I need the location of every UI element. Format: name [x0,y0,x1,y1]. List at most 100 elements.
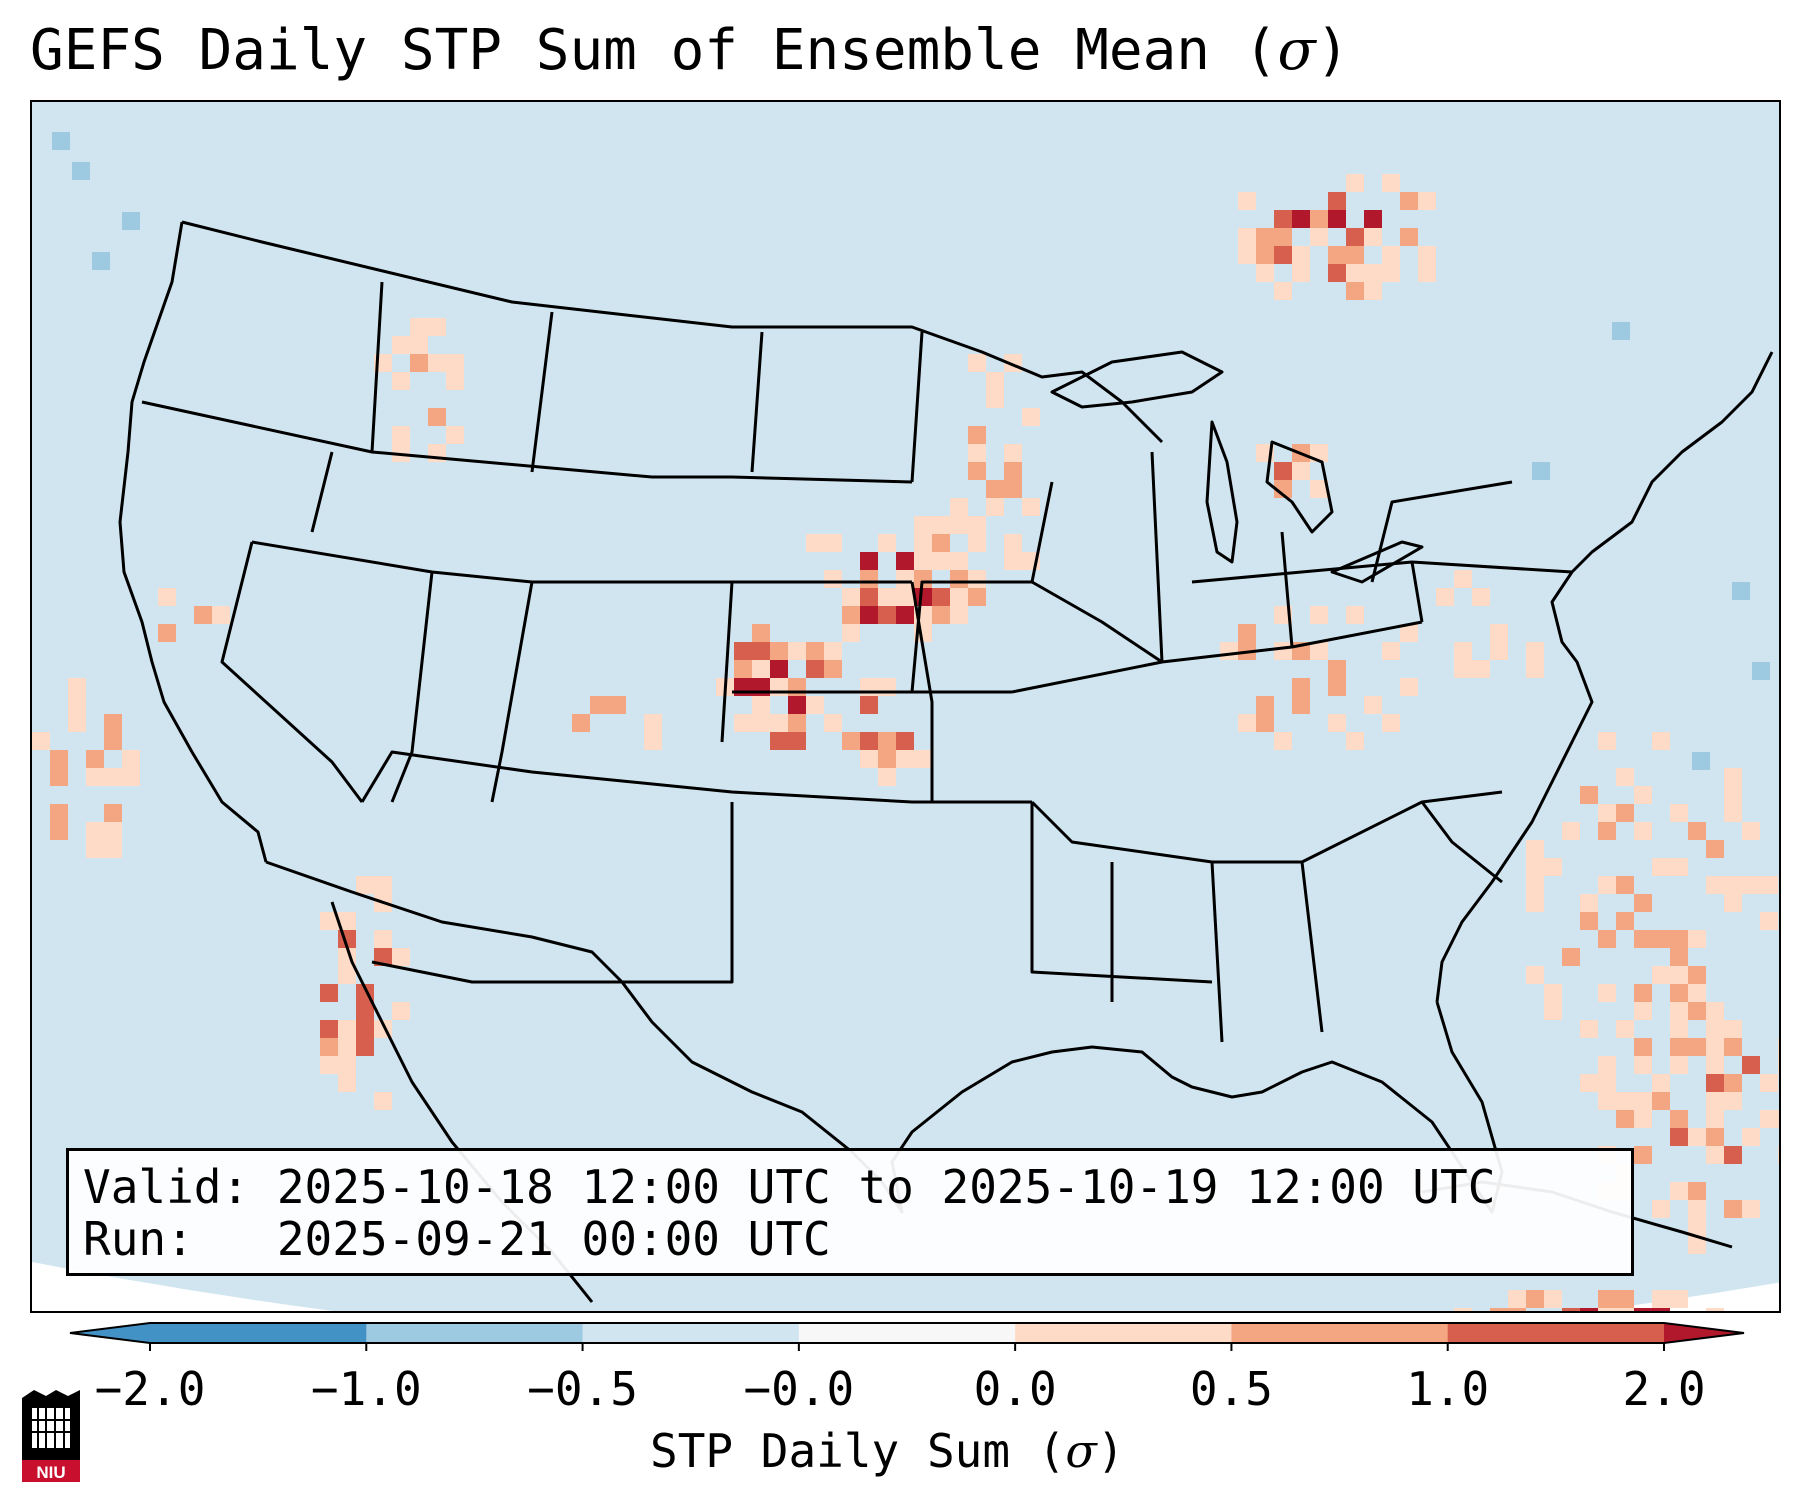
anomaly-cell [1364,264,1382,282]
anomaly-cell [104,732,122,750]
anomaly-cell [1634,1110,1652,1128]
anomaly-cell [50,804,68,822]
anomaly-cell [1004,462,1022,480]
anomaly-cell [824,534,842,552]
anomaly-cell [1688,930,1706,948]
anomaly-cell [1256,246,1274,264]
anomaly-cell [338,1074,356,1092]
anomaly-cell [986,372,1004,390]
anomaly-cell [1598,1092,1616,1110]
anomaly-cell [1688,984,1706,1002]
anomaly-cell [1706,876,1724,894]
anomaly-cell [1724,1020,1742,1038]
anomaly-cell [860,732,878,750]
anomaly-cell [1670,948,1688,966]
anomaly-cell [896,732,914,750]
anomaly-cell [1652,1074,1670,1092]
anomaly-cell [1490,624,1508,642]
anomaly-cell-negative [92,252,110,270]
east-coast [1435,351,1774,1003]
anomaly-cell [1652,1308,1670,1311]
anomaly-cell [392,372,410,390]
anomaly-cell [1004,480,1022,498]
anomaly-cell [986,390,1004,408]
anomaly-cell [1652,732,1670,750]
anomaly-cell [86,768,104,786]
colorbar-segment [582,1323,800,1343]
anomaly-cell [968,534,986,552]
anomaly-cell [824,642,842,660]
anomaly-cell [806,660,824,678]
anomaly-cell [1526,660,1544,678]
chart-title: GEFS Daily STP Sum of Ensemble Mean (σ) [30,18,1349,83]
anomaly-cell [50,750,68,768]
anomaly-cell [1598,732,1616,750]
anomaly-cell [1634,984,1652,1002]
anomaly-cell [1670,1182,1688,1200]
anomaly-cell [1670,930,1688,948]
anomaly-cell [914,534,932,552]
colorbar-extend-high [1664,1323,1744,1343]
anomaly-cell [1688,966,1706,984]
anomaly-cell [212,606,230,624]
anomaly-cell [1634,1092,1652,1110]
anomaly-cell [1274,462,1292,480]
anomaly-cell [104,822,122,840]
logo-text: NIU [36,1463,65,1482]
anomaly-cell [356,1020,374,1038]
anomaly-cell [1688,1182,1706,1200]
anomaly-cell [968,354,986,372]
anomaly-cell [338,1038,356,1056]
anomaly-cell [1454,1308,1472,1311]
anomaly-cell [1238,228,1256,246]
anomaly-cell [1220,642,1238,660]
anomaly-cell [1562,948,1580,966]
anomaly-cell [1598,1290,1616,1308]
anomaly-cell [968,588,986,606]
anomaly-cell [1004,552,1022,570]
anomaly-cell [1724,1146,1742,1164]
anomaly-cell [1256,228,1274,246]
anomaly-cell [1598,876,1616,894]
anomaly-cell [1724,1074,1742,1092]
anomaly-cell [770,714,788,732]
anomaly-cell [1724,876,1742,894]
anomaly-cell [1454,660,1472,678]
anomaly-cell [1670,1110,1688,1128]
anomaly-cell [1274,210,1292,228]
anomaly-cell [50,768,68,786]
anomaly-cell [104,804,122,822]
anomaly-cell [1616,912,1634,930]
anomaly-cell [1706,1056,1724,1074]
anomaly-cell [752,660,770,678]
anomaly-cell [1760,912,1778,930]
anomaly-cell [1724,1092,1742,1110]
anomaly-cell [86,822,104,840]
anomaly-cell [1778,1146,1779,1164]
anomaly-cell [1274,732,1292,750]
anomaly-cell [1724,894,1742,912]
anomaly-cell [860,750,878,768]
anomaly-cell [1706,1308,1724,1311]
anomaly-cell [1382,642,1400,660]
anomaly-cell [1670,1002,1688,1020]
anomaly-cell [32,732,50,750]
anomaly-cell [1598,984,1616,1002]
anomaly-cell [338,1020,356,1038]
anomaly-cell [1598,1074,1616,1092]
anomaly-cell [1346,264,1364,282]
anomaly-cell [1472,660,1490,678]
anomaly-cell [968,444,986,462]
anomaly-cell [428,318,446,336]
anomaly-cell [410,354,428,372]
anomaly-cell [374,876,392,894]
anomaly-cell [1238,624,1256,642]
anomaly-cell [1508,1308,1526,1311]
anomaly-cell [734,714,752,732]
valid-run-info-box: Valid: 2025-10-18 12:00 UTC to 2025-10-1… [66,1148,1634,1276]
anomaly-cell [392,444,410,462]
anomaly-cell [1562,1308,1580,1311]
anomaly-cell-negative [72,162,90,180]
title-text: GEFS Daily STP Sum of Ensemble Mean ( [30,18,1278,83]
anomaly-cell [1598,1308,1616,1311]
